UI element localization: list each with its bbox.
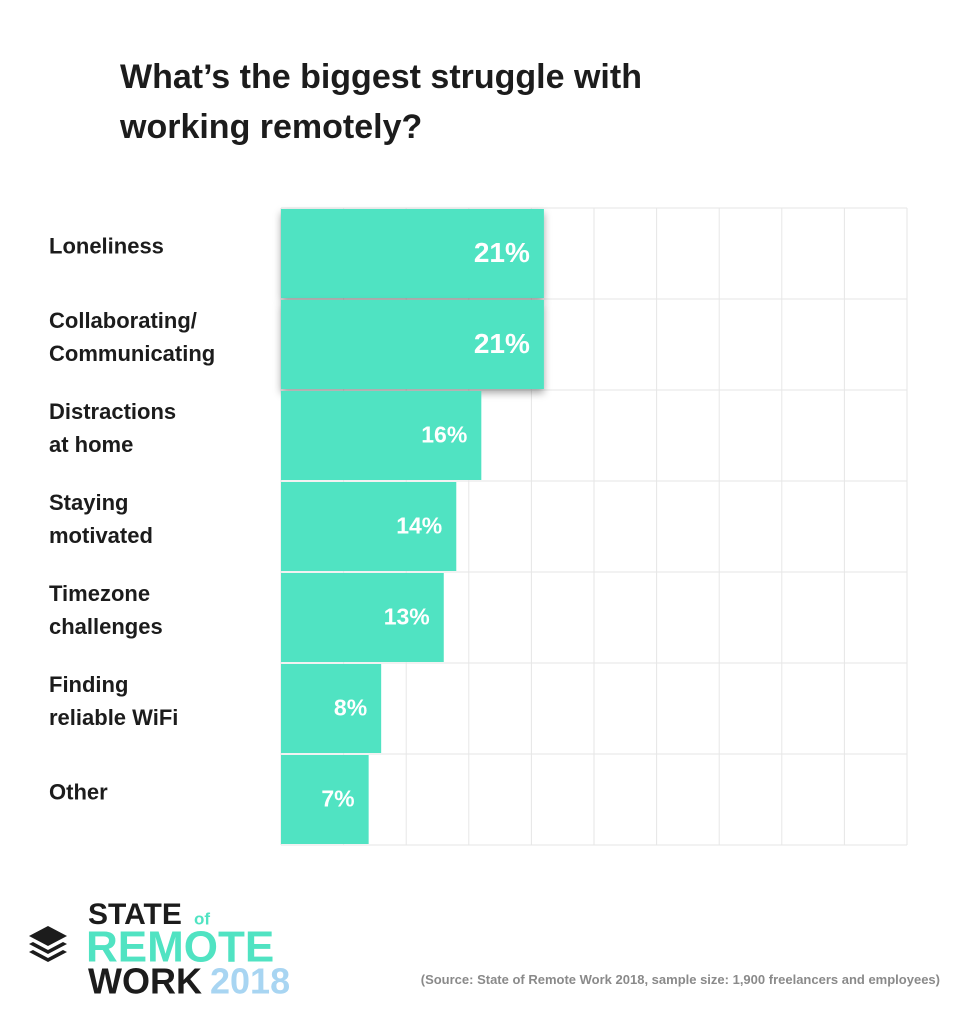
bar — [281, 300, 544, 389]
value-label: 13% — [384, 604, 430, 630]
logo-remote: REMOTE — [86, 923, 274, 972]
value-label: 16% — [421, 422, 467, 448]
bar — [281, 391, 482, 480]
bar — [281, 755, 369, 844]
category-label: Distractions at home — [49, 398, 177, 457]
value-label: 21% — [474, 328, 530, 359]
logo-work: WORK — [88, 961, 202, 1002]
category-label: Timezone challenges — [49, 580, 163, 639]
value-label: 14% — [396, 513, 442, 539]
logo-icon — [29, 926, 67, 962]
category-label: Loneliness — [49, 233, 164, 258]
category-label: Collaborating/ Communicating — [49, 307, 216, 366]
bar — [281, 482, 457, 571]
value-label: 21% — [474, 237, 530, 268]
value-label: 8% — [334, 695, 367, 721]
chart-title: What’s the biggest struggle with working… — [120, 58, 642, 146]
logo-of: of — [194, 909, 210, 928]
bar — [281, 209, 544, 298]
bar — [281, 664, 382, 753]
category-label: Other — [49, 779, 108, 804]
category-label: Finding reliable WiFi — [49, 671, 179, 730]
logo-year: 2018 — [210, 961, 290, 1002]
bar — [281, 573, 444, 662]
logo-state: STATE — [88, 898, 182, 931]
category-label: Staying motivated — [49, 489, 153, 548]
source-note: (Source: State of Remote Work 2018, samp… — [420, 972, 940, 987]
value-label: 7% — [321, 786, 354, 812]
